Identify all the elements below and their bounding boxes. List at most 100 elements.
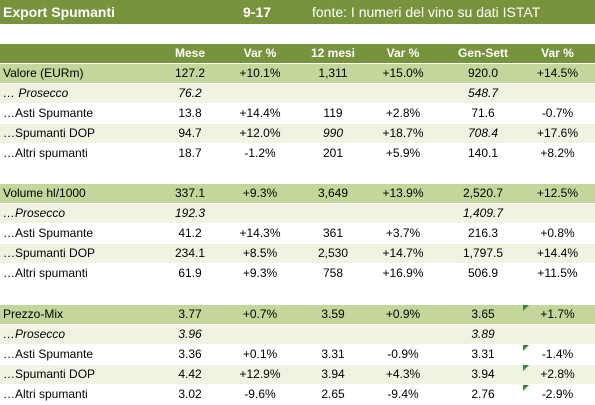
cell-gen-sett: 2.76 — [471, 387, 495, 401]
cell-var-mese — [226, 84, 294, 103]
table-row-altri-valore: …Altri spumanti 18.7 -1.2% 201 +5.9% 140… — [0, 144, 595, 163]
cell-mese: 18.7 — [178, 146, 202, 160]
table-row-asti-valore: …Asti Spumante 13.8 +14.4% 119 +2.8% 71.… — [0, 104, 595, 123]
cell-value: +1.7% — [540, 307, 575, 321]
cell-var-mese: +0.1% — [242, 347, 278, 361]
cell-mese: 3.96 — [178, 327, 202, 341]
cell-mese: 3.36 — [178, 347, 202, 361]
cell-var-gen-sett: +14.4% — [536, 246, 579, 260]
report-source: fonte: I numeri del vino su dati ISTAT — [312, 4, 541, 20]
row-label: Volume hl/1000 — [3, 186, 86, 200]
cell-12-mesi: 2,530 — [317, 246, 349, 260]
cell-gen-sett: 920.0 — [467, 66, 499, 80]
cell-gen-sett: 708.4 — [467, 126, 499, 140]
cell-12-mesi: 3,649 — [317, 186, 349, 200]
cell-var-mese: -9.6% — [244, 387, 276, 401]
cell-gen-sett: 1,409.7 — [462, 206, 504, 220]
cell-gen-sett: 71.6 — [471, 106, 495, 120]
cell-12-mesi: 3.94 — [321, 367, 345, 381]
cell-var-gen-sett: -2.9% — [523, 385, 592, 404]
table-row-altri-volume: …Altri spumanti 61.9 +9.3% 758 +16.9% 50… — [0, 264, 595, 283]
table-row-prosecco-volume: …Prosecco 192.3 1,409.7 — [0, 204, 595, 223]
cell-12-mesi: 119 — [323, 106, 343, 120]
cell-gen-sett: 216.3 — [467, 226, 499, 240]
cell-var-mese: +12.0% — [239, 126, 281, 140]
cell-12-mesi: 3.59 — [321, 307, 345, 321]
cell-var-mese: +14.3% — [239, 226, 281, 240]
table-row-prezzo: Prezzo-Mix 3.77 +0.7% 3.59 +0.9% 3.65 +1… — [0, 305, 595, 324]
header-cell-var-gen-sett: Var % — [541, 46, 574, 60]
cell-mese: 3.77 — [178, 307, 202, 321]
cell-mese: 94.7 — [178, 126, 202, 140]
cell-var-mese: +9.3% — [242, 186, 278, 200]
cell-mese: 61.9 — [178, 266, 202, 280]
cell-var-12-mesi — [368, 84, 438, 103]
report-title: Export Spumanti — [3, 4, 116, 20]
cell-var-mese — [226, 325, 294, 344]
cell-mese: 13.8 — [178, 106, 202, 120]
header-cell-gen-sett: Gen-Sett — [457, 46, 508, 60]
cell-12-mesi: 201 — [322, 146, 344, 160]
title-bar: Export Spumanti 9-17 fonte: I numeri del… — [0, 0, 595, 24]
cell-12-mesi: 3.31 — [321, 347, 345, 361]
cell-var-mese — [226, 204, 294, 223]
cell-var-gen-sett: +0.8% — [540, 226, 575, 240]
cell-12-mesi — [300, 204, 366, 223]
table-row-prosecco-prezzo: …Prosecco 3.96 3.89 — [0, 325, 595, 344]
cell-var-gen-sett — [523, 84, 592, 103]
cell-gen-sett: 2,520.7 — [462, 186, 504, 200]
cell-var-12-mesi: -0.9% — [387, 347, 419, 361]
cell-var-mese: +10.1% — [239, 66, 281, 80]
cell-var-12-mesi: +5.9% — [385, 146, 421, 160]
row-label: …Prosecco — [3, 206, 66, 220]
cell-var-mese: -1.2% — [244, 146, 276, 160]
table-row-dop-volume: …Spumanti DOP 234.1 +8.5% 2,530 +14.7% 1… — [0, 244, 595, 263]
cell-mese: 41.2 — [178, 226, 202, 240]
comment-marker-icon — [523, 385, 529, 391]
row-label: …Asti Spumante — [3, 226, 94, 240]
header-cell-12-mesi: 12 mesi — [310, 46, 356, 60]
table-row-dop-valore: …Spumanti DOP 94.7 +12.0% 990 +18.7% 708… — [0, 124, 595, 143]
header-cell-var-12-mesi: Var % — [386, 46, 420, 60]
cell-gen-sett: 3.94 — [471, 367, 495, 381]
cell-gen-sett: 140.1 — [467, 146, 499, 160]
header-cell-label — [3, 44, 153, 63]
cell-var-gen-sett: +14.5% — [536, 66, 579, 80]
cell-var-12-mesi — [368, 204, 438, 223]
cell-var-gen-sett: +17.6% — [536, 126, 579, 140]
cell-12-mesi: 758 — [322, 266, 344, 280]
row-label: …Altri spumanti — [3, 146, 88, 160]
cell-var-12-mesi: +0.9% — [385, 307, 421, 321]
comment-marker-icon — [523, 345, 529, 351]
cell-12-mesi — [300, 84, 366, 103]
cell-value: -2.9% — [541, 387, 574, 401]
row-label: …Spumanti DOP — [3, 367, 96, 381]
cell-var-mese: +14.4% — [239, 106, 281, 120]
cell-var-gen-sett: +11.5% — [537, 266, 578, 280]
cell-gen-sett: 506.9 — [467, 266, 499, 280]
cell-var-gen-sett: +8.2% — [540, 146, 575, 160]
cell-var-gen-sett: +2.8% — [523, 365, 592, 384]
cell-mese: 192.3 — [174, 206, 206, 220]
cell-var-12-mesi — [368, 325, 438, 344]
cell-var-mese: +9.3% — [242, 266, 278, 280]
cell-var-12-mesi: -9.4% — [387, 387, 419, 401]
cell-var-gen-sett — [523, 204, 592, 223]
cell-12-mesi: 990 — [322, 126, 344, 140]
cell-value: +2.8% — [540, 367, 575, 381]
cell-mese: 234.1 — [174, 246, 206, 260]
cell-var-gen-sett: -1.4% — [523, 345, 592, 364]
cell-gen-sett: 548.7 — [467, 86, 499, 100]
cell-var-gen-sett — [523, 325, 592, 344]
cell-var-12-mesi: +13.9% — [382, 186, 424, 200]
table-row-dop-prezzo: …Spumanti DOP 4.42 +12.9% 3.94 +4.3% 3.9… — [0, 365, 595, 384]
cell-var-gen-sett: -0.7% — [541, 106, 574, 120]
cell-var-12-mesi: +16.9% — [382, 266, 424, 280]
table-row-altri-prezzo: …Altri spumanti 3.02 -9.6% 2.65 -9.4% 2.… — [0, 385, 595, 404]
cell-12-mesi — [300, 325, 366, 344]
cell-gen-sett: 1,797.5 — [462, 246, 504, 260]
comment-marker-icon — [523, 305, 529, 311]
table-row-prosecco-valore: … Prosecco 76.2 548.7 — [0, 84, 595, 103]
table-row-valore: Valore (EURm) 127.2 +10.1% 1,311 +15.0% … — [0, 64, 595, 83]
cell-var-12-mesi: +18.7% — [382, 126, 424, 140]
